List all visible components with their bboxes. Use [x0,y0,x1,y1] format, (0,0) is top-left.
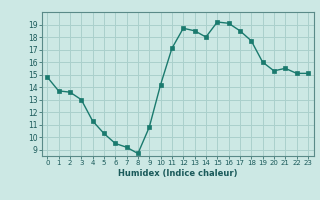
X-axis label: Humidex (Indice chaleur): Humidex (Indice chaleur) [118,169,237,178]
